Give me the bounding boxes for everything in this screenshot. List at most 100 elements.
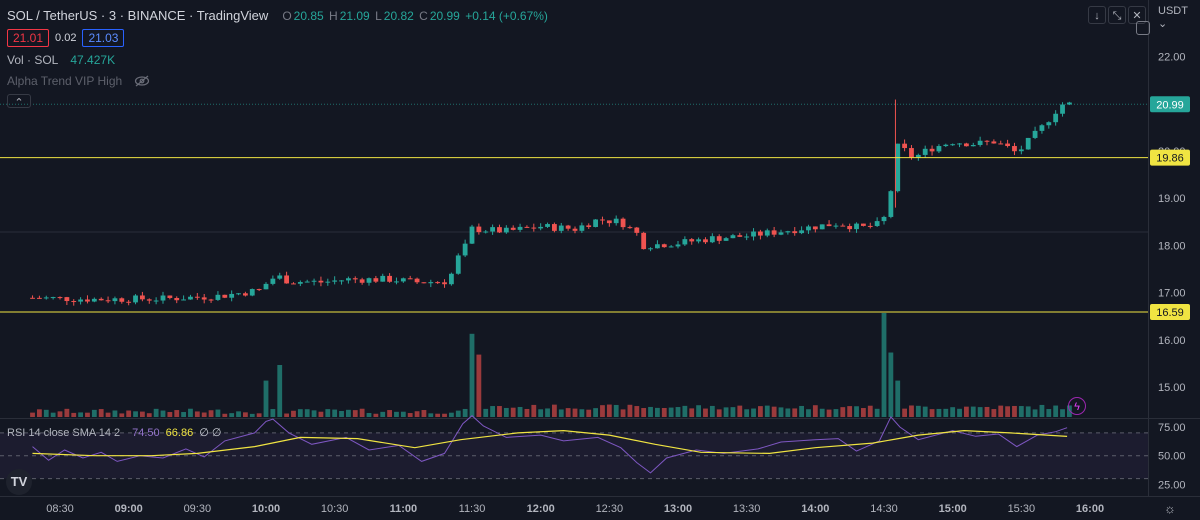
volume-bar — [284, 413, 290, 417]
candle-body — [860, 223, 866, 226]
candle-body — [270, 278, 276, 284]
volume-bar — [977, 407, 983, 417]
rsi-sma-line — [32, 429, 1068, 457]
candle-body — [888, 191, 894, 217]
candle-body — [874, 221, 880, 227]
candle-body — [284, 275, 290, 284]
candle-body — [806, 226, 811, 231]
volume-bar — [428, 413, 434, 417]
volume-bar — [565, 408, 571, 417]
close-label: C — [419, 8, 428, 23]
symbol-title[interactable]: SOL / TetherUS · 3 · BINANCE · TradingVi… — [7, 8, 269, 23]
volume-bar — [812, 405, 818, 417]
volume-bar — [1046, 409, 1052, 417]
candle-body — [586, 225, 592, 227]
candle-body — [105, 300, 111, 302]
volume-bar — [579, 409, 585, 417]
volume-bar — [448, 412, 454, 417]
volume-bar — [709, 405, 715, 417]
volume-bar — [318, 411, 324, 417]
level-price-label: 16.59 — [1156, 307, 1184, 319]
level-price-label: 19.86 — [1156, 153, 1184, 165]
volume-bar — [483, 408, 489, 417]
volume-bar — [126, 410, 132, 417]
candle-body — [503, 227, 509, 233]
candle-body — [194, 296, 200, 298]
volume-bar — [133, 411, 138, 417]
volume-bar — [723, 407, 729, 417]
candle-body — [551, 224, 557, 231]
volume-bar — [771, 406, 777, 417]
time-tick-label: 14:30 — [870, 503, 898, 515]
volume-bar — [78, 412, 84, 417]
rsi-tick-label: 50.00 — [1158, 451, 1186, 463]
volume-bar — [201, 412, 207, 417]
candle-body — [833, 225, 839, 227]
candle-body — [909, 148, 914, 158]
candle-body — [139, 295, 145, 300]
arrow-down-icon[interactable]: ↓ — [1088, 6, 1106, 24]
volume-bar — [696, 405, 702, 417]
candle-body — [469, 226, 475, 244]
volume-bar — [153, 408, 159, 417]
candle-body — [1032, 130, 1038, 138]
buy-button[interactable]: 21.03 — [82, 29, 125, 47]
volume-bar — [606, 404, 612, 417]
candle-body — [414, 278, 420, 283]
volume-bar — [538, 409, 544, 417]
open-label: O — [282, 8, 292, 23]
volume-label[interactable]: Vol · SOL — [7, 53, 59, 67]
volume-bar — [98, 409, 104, 417]
volume-bar — [497, 406, 502, 417]
volume-bar — [847, 406, 853, 417]
volume-bar — [909, 405, 914, 417]
candle-body — [160, 295, 166, 301]
rsi-label[interactable]: RSI 14 close SMA 14 2 — [7, 426, 121, 439]
volume-bar — [627, 404, 633, 417]
symbol-legend: SOL / TetherUS · 3 · BINANCE · TradingVi… — [7, 8, 550, 23]
candle-body — [1018, 149, 1024, 152]
candle-body — [208, 299, 214, 301]
volume-bar — [998, 405, 1004, 417]
volume-bar — [963, 406, 969, 417]
price-tick-label: 17.00 — [1158, 288, 1186, 300]
collapse-legend-button[interactable]: ⌃ — [7, 94, 31, 109]
sell-button[interactable]: 21.01 — [7, 29, 50, 47]
volume-bar — [85, 412, 90, 417]
settings-gear-icon[interactable]: ☼ — [1164, 501, 1176, 516]
candle-body — [600, 219, 605, 221]
volume-bar — [503, 407, 509, 417]
candle-body — [394, 281, 399, 283]
candle-body — [799, 230, 805, 234]
eye-hidden-icon[interactable] — [134, 75, 150, 87]
volume-bar — [854, 406, 859, 417]
candle-body — [311, 280, 317, 282]
indicator-label[interactable]: Alpha Trend VIP High — [7, 74, 123, 88]
volume-bar — [840, 407, 846, 417]
fullscreen-icon[interactable]: ⤡ — [1108, 6, 1126, 24]
candle-body — [146, 299, 152, 301]
candle-body — [950, 144, 956, 146]
tradingview-logo-icon[interactable]: TV — [6, 469, 32, 495]
candle-body — [1060, 104, 1065, 114]
candle-body — [490, 227, 496, 232]
candle-body — [902, 143, 908, 149]
candle-body — [345, 278, 351, 281]
candle-body — [188, 296, 193, 300]
candle-body — [881, 216, 887, 222]
candle-body — [895, 143, 901, 192]
volume-bar — [71, 412, 77, 417]
candle-body — [325, 281, 331, 283]
candle-body — [716, 236, 722, 241]
volume-bar — [881, 313, 887, 417]
candle-body — [30, 297, 35, 299]
candle-body — [998, 143, 1004, 145]
candle-body — [428, 282, 434, 284]
window-icon[interactable] — [1136, 21, 1150, 35]
lightning-icon[interactable]: ϟ — [1068, 397, 1086, 415]
volume-bar — [1012, 405, 1017, 417]
volume-bar — [222, 413, 228, 417]
currency-dropdown[interactable]: USDT ⌄ — [1158, 5, 1200, 30]
price-tick-label: 22.00 — [1158, 52, 1186, 64]
